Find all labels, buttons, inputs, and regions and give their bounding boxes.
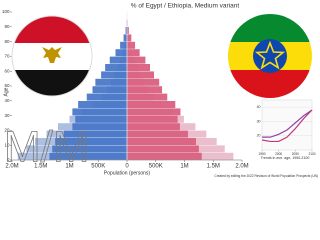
y-tick-label: 30 (257, 119, 261, 123)
trend-line (261, 109, 313, 143)
mini-chart: 20 30 40 1950 2000 2050 2100 (257, 99, 316, 156)
x-tick-label: 1M (65, 164, 73, 170)
bar (127, 56, 146, 64)
mini-plot (261, 99, 313, 151)
bar (75, 115, 127, 123)
x-tick-label: 1.5M (34, 164, 47, 170)
chart: 0 500K 500K 1M 1M 1.5M 1.5M 2.0M 2.0M 0 10 20 30 40 50… (1, 2, 318, 178)
y-tick-label: 40 (4, 98, 10, 103)
x-tick-label: 500K (91, 164, 105, 170)
bar (109, 56, 127, 64)
y-tick-label: 20 (4, 128, 10, 133)
x-tick-label: 2.0M (235, 164, 248, 170)
bar (123, 34, 127, 42)
y-tick-label: 20 (257, 134, 261, 138)
bar (72, 108, 127, 116)
bar (127, 78, 160, 86)
y-tick-label: 100 (2, 9, 10, 14)
y-tick-label: 30 (4, 113, 10, 118)
bar (127, 115, 178, 123)
x-tick-label: 0 (125, 164, 129, 170)
bar (92, 86, 127, 94)
y-tick-label: 0 (7, 157, 10, 162)
flag-border (11, 15, 93, 97)
bar (127, 27, 129, 34)
bar (78, 101, 127, 108)
x-tick-label: 2100 (308, 152, 315, 156)
y-tick-label: 80 (4, 39, 10, 44)
y-tick-label: 90 (4, 24, 10, 29)
x-tick-label: 2.0M (5, 164, 18, 170)
bar (55, 138, 127, 145)
trend-line (262, 109, 313, 138)
x-tick-label: 1.5M (207, 164, 220, 170)
bar (127, 64, 150, 71)
x-tick-label: 1950 (258, 152, 265, 156)
x-tick-label: 2050 (292, 152, 299, 156)
footer: Created by editing the 2022 Revision of … (214, 174, 318, 178)
bar (72, 123, 127, 131)
bar (101, 71, 127, 79)
bar (105, 64, 127, 71)
bar (127, 34, 132, 42)
x-axis-label: Population (persons) (104, 170, 150, 176)
bar (49, 152, 127, 160)
bar (127, 86, 163, 94)
y-tick-label: 50 (4, 83, 10, 88)
bar (127, 93, 168, 101)
y-tick-label: 40 (257, 105, 261, 109)
y-tick-label: 70 (4, 54, 10, 59)
bar (127, 138, 196, 145)
bar (120, 41, 127, 49)
bar (127, 123, 180, 131)
bar (127, 71, 155, 79)
bar (115, 49, 127, 57)
bar (125, 27, 127, 34)
y-axis-label: Age (3, 87, 9, 96)
bar (95, 78, 127, 86)
bar (127, 101, 176, 108)
bar (127, 152, 202, 160)
x-tick-label: 2000 (275, 152, 282, 156)
chart-title: % of Egypt / Ethiopia, Medium variant (131, 3, 240, 10)
mini-chart-title: Trends in ave. age, 1950-2100 (261, 156, 310, 160)
y-tick-label: 10 (4, 142, 10, 147)
bar (127, 130, 188, 138)
bar (63, 130, 127, 138)
bar (86, 93, 127, 101)
bar (127, 145, 199, 153)
bar (127, 41, 136, 49)
x-tick-label: 500K (149, 164, 163, 170)
y-tick-label: 60 (4, 68, 10, 73)
bar (52, 145, 127, 153)
bar (127, 49, 140, 57)
x-tick-label: 1M (180, 164, 188, 170)
bar (127, 108, 181, 116)
pyramid: 0 500K 500K 1M 1M 1.5M 1.5M 2.0M 2.0M 0 10 20 30 40 50… (2, 9, 249, 169)
ethiopia-flag (228, 14, 312, 98)
watermark: M/M (4, 123, 90, 172)
